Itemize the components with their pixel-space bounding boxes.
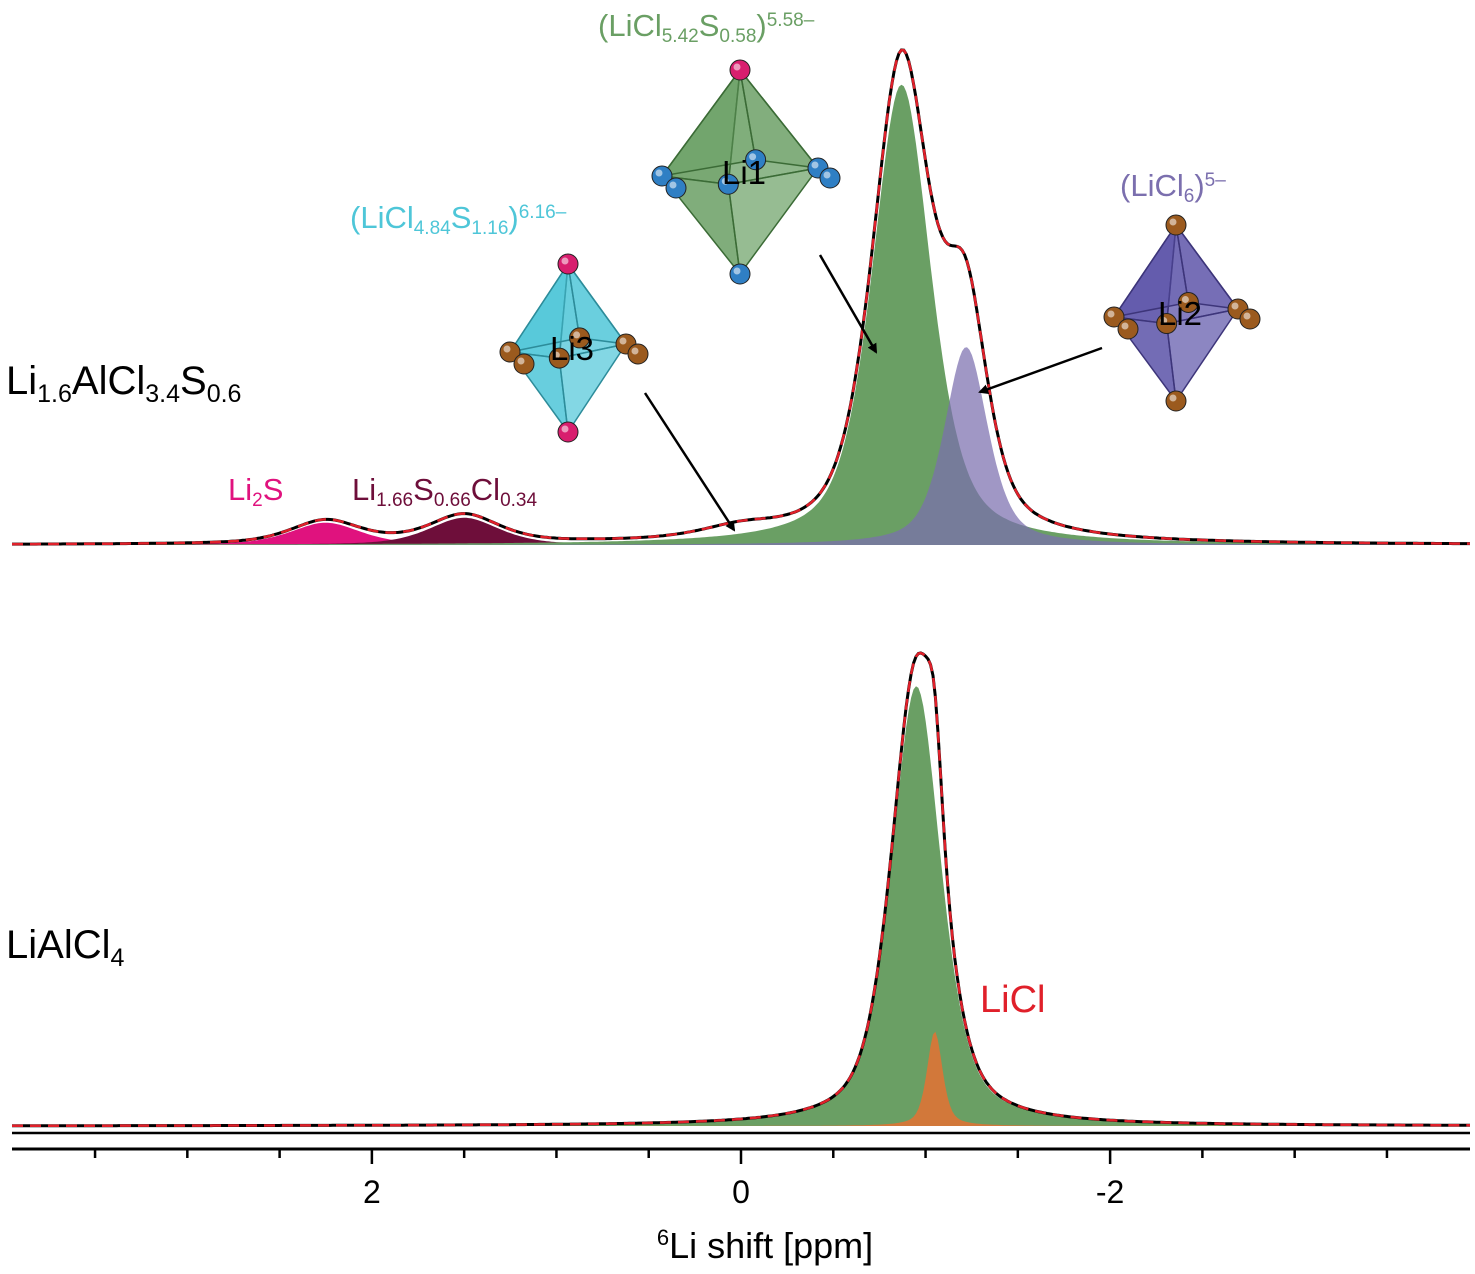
label-li3-site: (LiCl4.84S1.16)6.16–	[350, 200, 567, 239]
x-axis: 2 0 -2	[12, 1131, 1470, 1210]
x-tick-label-0: 0	[732, 1174, 750, 1210]
label-li2-site: (LiCl6)5–	[1120, 168, 1226, 207]
oct-li3-site-label: Li3	[550, 330, 594, 367]
fit-line-0	[12, 48, 1470, 546]
arrow-li3	[643, 392, 736, 532]
x-tick-label-2: 2	[363, 1174, 381, 1210]
label-li1-site: (LiCl5.42S0.58)5.58–	[598, 8, 815, 47]
label-licl: LiCl	[980, 979, 1045, 1021]
experimental-line-1	[12, 651, 1470, 1128]
li3-octahedron-illustration: Li3	[499, 253, 649, 443]
sample-label-lialcl4: LiAlCl4	[6, 923, 124, 972]
sample-label-li16alcl34s06: Li1.6AlCl3.4S0.6	[6, 359, 241, 408]
component-fills	[12, 84, 1470, 1126]
x-axis-title: 6Li shift [ppm]	[657, 1225, 873, 1266]
label-li2s: Li2S	[228, 472, 283, 511]
arrow-li2	[978, 346, 1103, 394]
fill-licl-1	[12, 1031, 1470, 1126]
label-li166s066cl034: Li1.66S0.66Cl0.34	[352, 472, 537, 511]
arrow-li1	[818, 254, 878, 354]
oct-li1-site-label: Li1	[722, 154, 766, 191]
fill-li2-0	[12, 347, 1470, 545]
fill-li2s-0	[12, 522, 1470, 545]
x-tick-label--2: -2	[1096, 1174, 1124, 1210]
oct-li2-site-label: Li2	[1158, 295, 1202, 332]
li1-octahedron-illustration: Li1	[651, 59, 841, 285]
spectrum-lines	[12, 48, 1470, 1128]
fill-li1-1	[12, 686, 1470, 1126]
fit-line-1	[12, 651, 1470, 1127]
li2-octahedron-illustration: Li2	[1103, 214, 1261, 412]
